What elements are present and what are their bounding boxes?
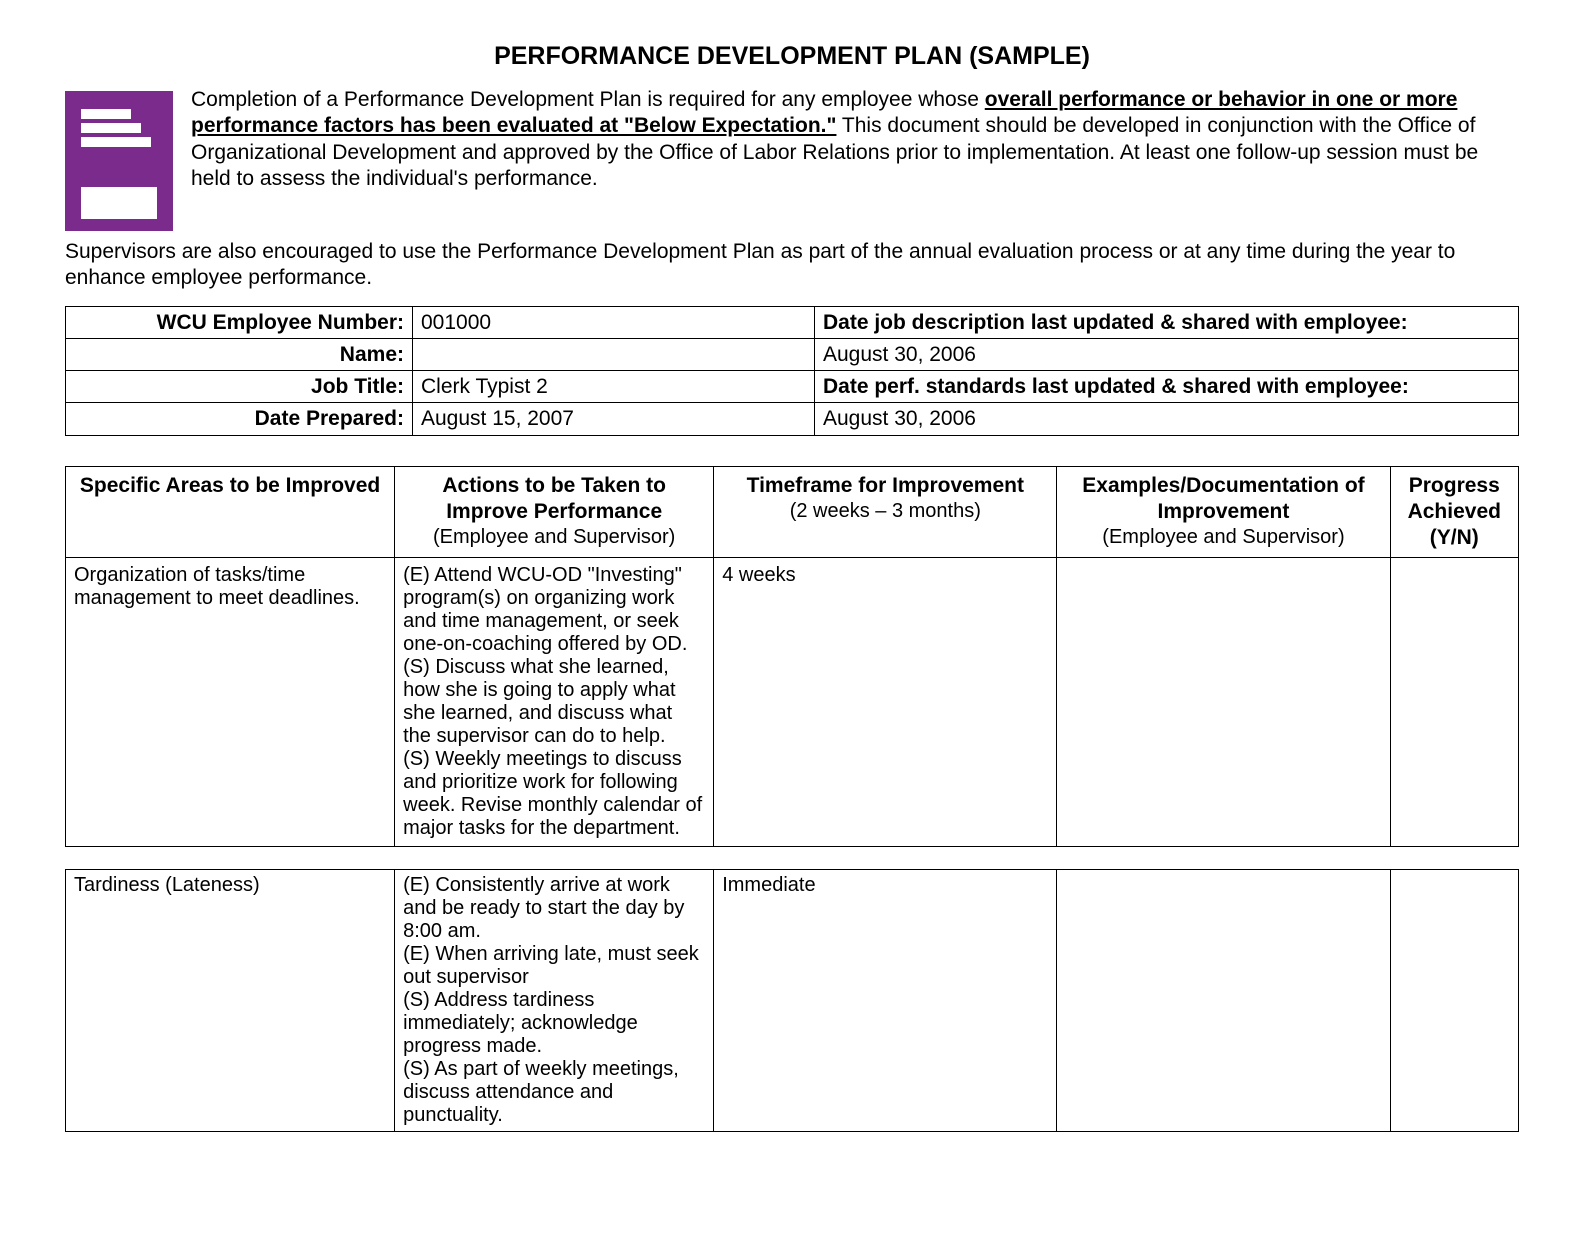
table-row: Job Title: Clerk Typist 2 Date perf. sta… (66, 371, 1519, 403)
cell-timeframe: 4 weeks (714, 558, 1057, 847)
table-row: Organization of tasks/time management to… (66, 558, 1519, 847)
col-header-actions: Actions to be Taken to Improve Performan… (395, 466, 714, 558)
info-label: Name: (66, 338, 413, 370)
intro-paragraph-2: Supervisors are also encouraged to use t… (65, 239, 1519, 292)
cell-progress (1390, 870, 1518, 1132)
info-label-right: Date job description last updated & shar… (815, 306, 1519, 338)
info-value (413, 338, 815, 370)
header-text: Examples/Documentation of Improvement (1082, 474, 1364, 523)
info-value: August 15, 2007 (413, 403, 815, 435)
cell-area: Organization of tasks/time management to… (66, 558, 395, 847)
header-text: Progress Achieved (Y/N) (1408, 474, 1501, 550)
info-label-right: Date perf. standards last updated & shar… (815, 371, 1519, 403)
col-header-timeframe: Timeframe for Improvement(2 weeks – 3 mo… (714, 466, 1057, 558)
header-text: Specific Areas to be Improved (80, 474, 380, 497)
header-subtext: (2 weeks – 3 months) (722, 499, 1048, 524)
header-text: Timeframe for Improvement (747, 474, 1024, 497)
cell-examples (1057, 870, 1390, 1132)
info-value: 001000 (413, 306, 815, 338)
cell-examples (1057, 558, 1390, 847)
table-header-row: Specific Areas to be Improved Actions to… (66, 466, 1519, 558)
intro-paragraph: Completion of a Performance Development … (191, 87, 1519, 204)
intro-part1: Completion of a Performance Development … (191, 88, 985, 111)
plan-table-2: Tardiness (Lateness) (E) Consistently ar… (65, 869, 1519, 1132)
table-row: Tardiness (Lateness) (E) Consistently ar… (66, 870, 1519, 1132)
wcu-logo-icon (65, 91, 173, 231)
table-row: Name: August 30, 2006 (66, 338, 1519, 370)
col-header-examples: Examples/Documentation of Improvement(Em… (1057, 466, 1390, 558)
page-title: PERFORMANCE DEVELOPMENT PLAN (SAMPLE) (65, 42, 1519, 71)
col-header-areas: Specific Areas to be Improved (66, 466, 395, 558)
info-label: Date Prepared: (66, 403, 413, 435)
info-label: WCU Employee Number: (66, 306, 413, 338)
header-subtext: (Employee and Supervisor) (1065, 525, 1381, 550)
info-label: Job Title: (66, 371, 413, 403)
employee-info-table: WCU Employee Number: 001000 Date job des… (65, 306, 1519, 436)
plan-table: Specific Areas to be Improved Actions to… (65, 466, 1519, 848)
table-row: WCU Employee Number: 001000 Date job des… (66, 306, 1519, 338)
col-header-progress: Progress Achieved (Y/N) (1390, 466, 1518, 558)
header-block: Completion of a Performance Development … (65, 87, 1519, 231)
cell-actions: (E) Consistently arrive at work and be r… (395, 870, 714, 1132)
info-value-right: August 30, 2006 (815, 403, 1519, 435)
cell-progress (1390, 558, 1518, 847)
header-subtext: (Employee and Supervisor) (403, 525, 705, 550)
cell-area: Tardiness (Lateness) (66, 870, 395, 1132)
cell-actions: (E) Attend WCU-OD "Investing" program(s)… (395, 558, 714, 847)
document-page: PERFORMANCE DEVELOPMENT PLAN (SAMPLE) Co… (0, 0, 1584, 1132)
wcu-logo-inner (71, 97, 167, 225)
info-value-right: August 30, 2006 (815, 338, 1519, 370)
cell-timeframe: Immediate (714, 870, 1057, 1132)
table-row: Date Prepared: August 15, 2007 August 30… (66, 403, 1519, 435)
header-text: Actions to be Taken to Improve Performan… (442, 474, 666, 523)
info-value: Clerk Typist 2 (413, 371, 815, 403)
